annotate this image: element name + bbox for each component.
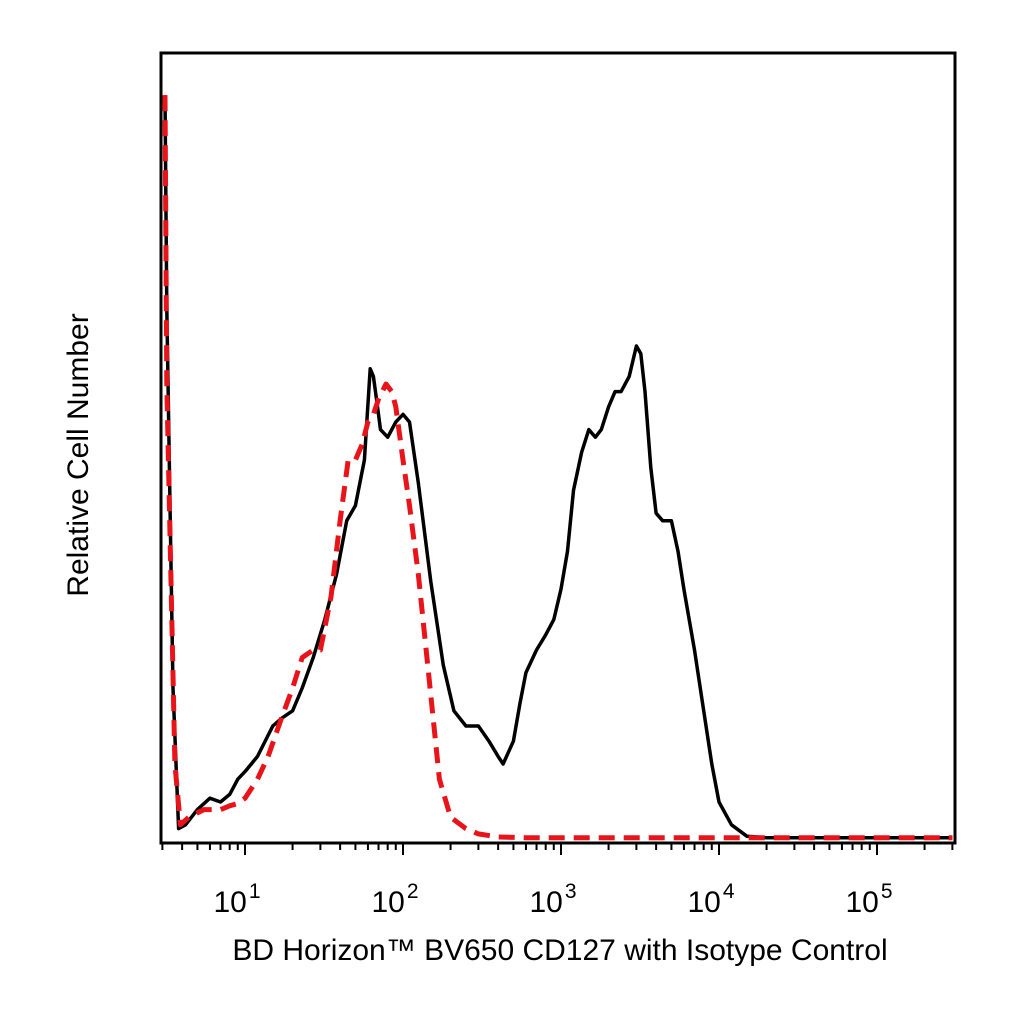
x-tick-label-base: 10 — [213, 886, 246, 919]
x-tick-label: 104 — [687, 880, 734, 919]
x-tick-label-base: 10 — [687, 886, 720, 919]
x-tick-label: 103 — [529, 880, 576, 919]
x-tick-label-base: 10 — [371, 886, 404, 919]
x-tick-label-base: 10 — [529, 886, 562, 919]
x-axis-tick-labels: 101 102 103 104 105 — [213, 880, 892, 919]
isotype-control-histogram-line — [162, 95, 953, 841]
x-tick-label-exponent: 1 — [249, 880, 261, 903]
cd127-histogram-line — [163, 95, 953, 840]
x-tick-label-exponent: 2 — [407, 880, 419, 903]
x-tick-label: 101 — [213, 880, 260, 919]
x-axis-ticks — [161, 843, 954, 855]
plot-frame — [159, 51, 957, 845]
x-tick-label-exponent: 3 — [565, 880, 577, 903]
x-axis-title: BD Horizon™ BV650 CD127 with Isotype Con… — [232, 934, 887, 967]
x-tick-label-exponent: 5 — [881, 880, 893, 903]
y-axis-title: Relative Cell Number — [62, 313, 95, 596]
x-tick-label: 102 — [371, 880, 418, 919]
x-tick-label-base: 10 — [845, 886, 878, 919]
x-tick-label-exponent: 4 — [723, 880, 735, 903]
x-tick-label: 105 — [845, 880, 892, 919]
series-layer — [162, 95, 953, 841]
